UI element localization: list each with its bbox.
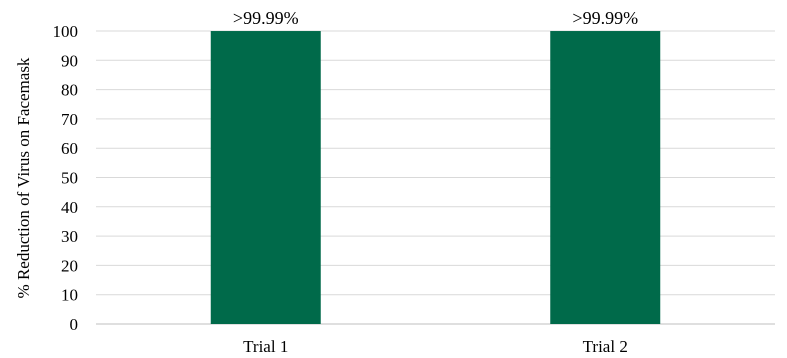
x-tick-label: Trial 1: [243, 337, 288, 356]
y-tick-label: 50: [61, 169, 78, 188]
bar-trial-1: [210, 31, 321, 325]
x-tick-label: Trial 2: [583, 337, 628, 356]
y-tick-label: 100: [53, 22, 79, 41]
y-tick-label: 60: [61, 139, 78, 158]
y-tick-label: 20: [61, 256, 78, 275]
data-label: >99.99%: [233, 8, 299, 28]
data-label: >99.99%: [572, 8, 638, 28]
y-tick-label: 80: [61, 81, 78, 100]
bar-trial-2: [550, 31, 661, 325]
y-axis-title: % Reduction of Virus on Facemask: [14, 57, 33, 298]
y-tick-label: 30: [61, 227, 78, 246]
y-tick-label: 90: [61, 51, 78, 70]
y-tick-label: 40: [61, 198, 78, 217]
y-tick-label: 10: [61, 286, 78, 305]
y-tick-label: 70: [61, 110, 78, 129]
y-tick-label: 0: [70, 315, 79, 334]
